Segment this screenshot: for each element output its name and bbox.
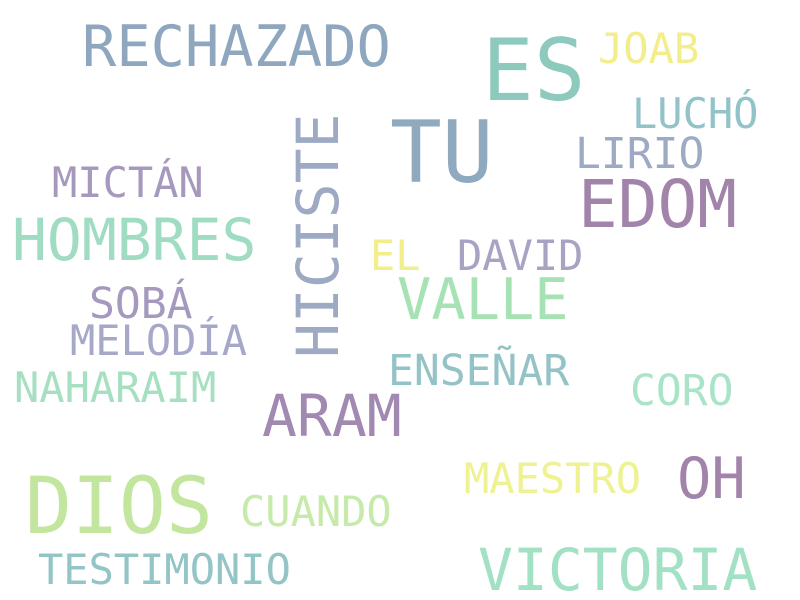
word-soba: SOBÁ bbox=[89, 279, 193, 329]
word-valle: VALLE bbox=[397, 267, 569, 333]
word-dios: DIOS bbox=[25, 462, 213, 552]
word-testimonio: TESTIMONIO bbox=[38, 545, 291, 594]
word-edom: EDOM bbox=[578, 166, 737, 243]
word-melodia: MELODÍA bbox=[70, 316, 248, 365]
word-aram: ARAM bbox=[262, 382, 402, 450]
word-oh: OH bbox=[677, 446, 746, 512]
word-hombres: HOMBRES bbox=[12, 206, 257, 274]
word-cuando: CUANDO bbox=[240, 487, 392, 536]
word-joab: JOAB bbox=[598, 24, 700, 73]
word-rechazado: RECHAZADO bbox=[82, 14, 391, 80]
word-maestro: MAESTRO bbox=[464, 454, 642, 503]
word-el: EL bbox=[370, 231, 421, 280]
word-es: ES bbox=[482, 21, 586, 121]
word-tu: TU bbox=[390, 103, 494, 203]
word-victoria: VICTORIA bbox=[478, 536, 758, 600]
word-hiciste: HICISTE bbox=[284, 113, 352, 358]
word-mictan: MICTÁN bbox=[52, 158, 204, 207]
word-lirio: LIRIO bbox=[575, 129, 705, 179]
word-david: DAVID bbox=[457, 231, 584, 280]
word-lucho: LUCHÓ bbox=[632, 89, 759, 138]
word-coro: CORO bbox=[630, 366, 734, 416]
word-ensenar: ENSEÑAR bbox=[388, 346, 570, 396]
word-naharaim: NAHARAIM bbox=[14, 363, 217, 412]
